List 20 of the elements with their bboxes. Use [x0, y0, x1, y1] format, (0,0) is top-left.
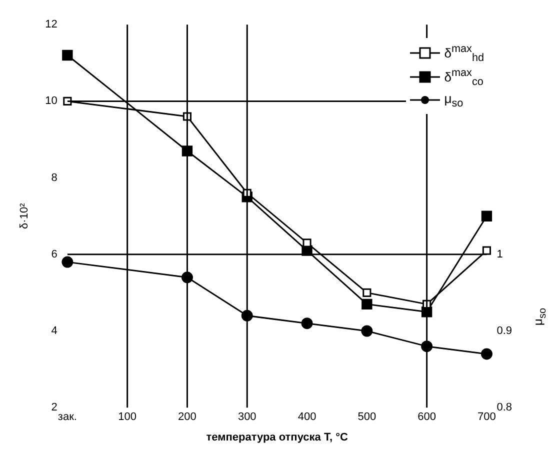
x-tick-label: 300: [238, 411, 256, 424]
x-tick-label: 600: [418, 411, 436, 424]
y-tick-label: 8: [51, 172, 58, 184]
y2-tick-label: 1: [496, 248, 503, 260]
x-axis-title: температура отпуска T, °C: [206, 431, 348, 444]
x-tick-label: 200: [178, 411, 196, 424]
y-tick-label: 4: [51, 325, 58, 338]
y2-tick-label: 0.8: [496, 402, 512, 414]
x-tick-label: 700: [478, 411, 496, 424]
x-tick-label: 500: [358, 411, 376, 424]
y-tick-label: 12: [45, 18, 58, 31]
y-tick-label: 2: [51, 402, 58, 414]
y-tick-label: 10: [45, 95, 58, 108]
legend-label: μ$_{so}$: [444, 90, 464, 110]
y-tick-label: 6: [51, 248, 58, 260]
y2-tick-label: 0.9: [496, 325, 512, 338]
x-tick-label: 400: [298, 411, 316, 424]
x-tick-label: 100: [118, 411, 137, 424]
y-axis-title: δ·10²: [18, 202, 31, 229]
x-tick-label: зак.: [58, 411, 77, 424]
